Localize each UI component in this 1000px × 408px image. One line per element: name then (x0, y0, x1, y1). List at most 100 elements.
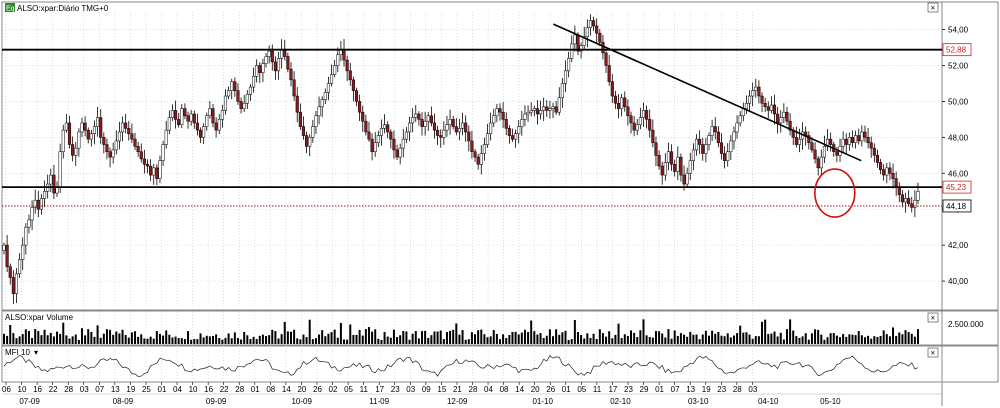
volume-bar (817, 329, 820, 344)
candle-body (476, 156, 480, 165)
volume-bar (240, 339, 243, 344)
candle-body (317, 106, 321, 117)
candle-body (850, 137, 855, 143)
volume-bar (761, 321, 764, 344)
candle (114, 130, 118, 155)
price-panel-close-button[interactable] (927, 2, 939, 13)
candle (305, 131, 309, 154)
close-icon: × (931, 4, 936, 13)
candle (766, 101, 770, 119)
candle (885, 162, 889, 184)
candle (230, 78, 234, 100)
candle-body (273, 61, 277, 72)
candle (670, 144, 674, 171)
x-day-label: 05 (577, 385, 586, 394)
candle-body (907, 198, 911, 205)
x-day-label: 06 (2, 385, 11, 394)
volume-bar (533, 331, 536, 344)
candle (492, 108, 496, 128)
candle (726, 143, 730, 167)
volume-bar (330, 332, 333, 344)
volume-bar (561, 332, 564, 344)
volume-bar (277, 338, 280, 344)
candle-body (61, 129, 65, 152)
x-day-label: 28 (64, 385, 73, 394)
candle-body (704, 144, 708, 154)
candle (133, 132, 137, 150)
candle-body (760, 95, 764, 104)
candle-body (323, 92, 327, 100)
volume-bar (37, 331, 40, 344)
x-day-label: 15 (437, 385, 446, 394)
candle-body (757, 86, 761, 97)
volume-bar (764, 319, 767, 344)
candle (317, 96, 321, 125)
candle-body (8, 266, 12, 278)
volume-bar (221, 339, 224, 344)
volume-bar (567, 339, 570, 344)
volume-bar (608, 331, 611, 344)
candle-body (916, 190, 920, 201)
candle (67, 115, 72, 149)
candle (785, 106, 789, 126)
y-tick-label: 46,00 (948, 169, 969, 178)
volume-bar (383, 331, 386, 344)
candle-body (407, 122, 412, 133)
candle-body (236, 90, 240, 102)
candle-body (136, 146, 140, 152)
volume-bar (620, 338, 623, 344)
candle (563, 60, 568, 92)
candle (267, 45, 271, 64)
x-day-label: 16 (204, 385, 213, 394)
volume-bar (202, 337, 205, 344)
candle (532, 105, 536, 117)
candle (414, 105, 418, 122)
volume-bar (623, 334, 626, 344)
candle-body (520, 119, 524, 127)
candle (36, 190, 40, 218)
candle-body (532, 108, 536, 111)
volume-bar (754, 336, 757, 344)
volume-bar (611, 338, 614, 344)
candle (142, 149, 146, 174)
candle (819, 149, 823, 176)
candle-body (629, 115, 633, 124)
volume-bar (683, 334, 686, 344)
volume-bar (854, 335, 857, 344)
volume-bar (814, 329, 817, 344)
candle (373, 131, 377, 157)
volume-bar (299, 339, 302, 344)
x-day-label: 26 (546, 385, 555, 394)
volume-bar (15, 338, 18, 344)
candle-body (691, 149, 695, 161)
volume-bar (187, 331, 190, 344)
x-month-label: 07-09 (19, 397, 40, 406)
volume-panel-close-button[interactable] (927, 312, 939, 323)
candle-body (158, 160, 162, 179)
volume-bar (527, 332, 530, 344)
candle (673, 159, 677, 177)
mfi-panel-close-button[interactable] (927, 347, 939, 358)
candle (248, 83, 252, 101)
volume-bar (349, 324, 352, 344)
volume-bar (289, 331, 292, 344)
candle (205, 112, 209, 131)
candle (411, 108, 415, 133)
candle (595, 18, 599, 43)
candle (710, 119, 714, 142)
candle-body (21, 244, 25, 260)
candle-body (754, 86, 758, 91)
candle (2, 242, 6, 255)
candle (654, 136, 658, 167)
candle-body (769, 104, 773, 111)
candle (698, 130, 702, 155)
candle-body (336, 54, 340, 66)
volume-bar (477, 330, 480, 344)
volume-bar (286, 331, 289, 344)
volume-bar (296, 338, 299, 344)
candle (255, 59, 259, 83)
candle-body (498, 108, 502, 113)
candle (252, 67, 256, 93)
candle-body (816, 158, 820, 169)
candle-body (467, 131, 471, 142)
